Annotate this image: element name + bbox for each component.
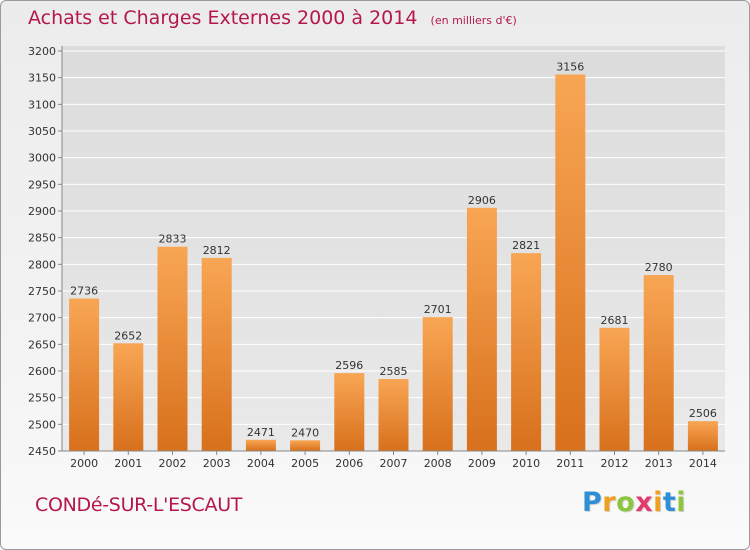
chart-title: Achats et Charges Externes 2000 à 2014 [28,7,418,29]
value-label-2004: 2471 [247,426,275,439]
y-tick-label: 3200 [28,45,56,58]
chart-subtitle: (en milliers d'€) [430,14,517,27]
x-tick-label-2002: 2002 [159,457,187,470]
bar-2008 [422,317,453,451]
y-tick-label: 2500 [28,418,56,431]
bar-2004 [245,439,276,451]
value-label-2007: 2585 [380,365,408,378]
y-tick-label: 2700 [28,312,56,325]
x-tick-label-2003: 2003 [203,457,231,470]
logo-letter: t [662,487,677,518]
value-label-2008: 2701 [424,303,452,316]
logo-letter: P [582,487,603,518]
logo-letter: i [653,487,663,518]
logo-letter: o [616,487,636,518]
logo-letter: i [676,487,687,518]
x-tick-label-2014: 2014 [689,457,717,470]
x-tick-label-2013: 2013 [645,457,673,470]
x-tick-label-2011: 2011 [556,457,584,470]
logo-letter: x [635,487,654,518]
value-label-2011: 3156 [556,60,584,73]
value-label-2013: 2780 [645,261,673,274]
value-label-2009: 2906 [468,194,496,207]
bar-2007 [378,379,409,451]
x-tick-label-2001: 2001 [114,457,142,470]
y-tick-label: 2750 [28,285,56,298]
y-tick-label: 2950 [28,178,56,191]
y-tick-label: 2900 [28,205,56,218]
y-tick-label: 2850 [28,232,56,245]
x-tick-label-2006: 2006 [335,457,363,470]
commune-name: CONDé-SUR-L'ESCAUT [35,494,243,516]
bar-2011 [555,74,586,451]
value-label-2001: 2652 [114,329,142,342]
x-tick-label-2007: 2007 [380,457,408,470]
x-tick-label-2004: 2004 [247,457,275,470]
value-label-2003: 2812 [203,244,231,257]
bars [69,74,718,451]
value-label-2002: 2833 [159,233,187,246]
bar-2006 [334,373,365,451]
bar-2003 [201,257,232,451]
value-label-2014: 2506 [689,407,717,420]
x-tick-label-2009: 2009 [468,457,496,470]
proxiti-logo: Proxiti [582,487,686,518]
x-axis-ticks: 2000 2001 2002 2003 2004 2005 2006 2007 2008 2009… [70,451,717,470]
value-label-2000: 2736 [70,284,98,297]
logo-letter: r [602,487,617,518]
bar-2012 [599,327,630,451]
value-label-2005: 2470 [291,426,319,439]
bar-2000 [69,298,100,451]
x-tick-label-2000: 2000 [70,457,98,470]
bar-2010 [511,253,542,451]
x-tick-label-2005: 2005 [291,457,319,470]
y-tick-label: 3100 [28,98,56,111]
bar-2001 [113,343,144,451]
y-tick-label: 2550 [28,392,56,405]
bar-2014 [687,421,718,451]
bar-2013 [643,275,674,451]
y-tick-label: 2450 [28,445,56,458]
value-label-2006: 2596 [335,359,363,372]
y-tick-label: 2650 [28,338,56,351]
bar-2002 [157,246,188,451]
y-tick-label: 3050 [28,125,56,138]
value-labels: 2736 2652 2833 2812 2471 2470 2596 2585 2701 2906… [70,60,717,439]
x-tick-label-2008: 2008 [424,457,452,470]
x-tick-label-2012: 2012 [601,457,629,470]
value-label-2010: 2821 [512,239,540,252]
x-tick-label-2010: 2010 [512,457,540,470]
y-tick-label: 2600 [28,365,56,378]
bar-2005 [290,440,321,451]
value-label-2012: 2681 [601,314,629,327]
title-row: Achats et Charges Externes 2000 à 2014 (… [28,7,517,29]
y-tick-label: 3150 [28,72,56,85]
bar-2009 [466,207,497,451]
y-tick-label: 2800 [28,258,56,271]
y-tick-label: 3000 [28,152,56,165]
